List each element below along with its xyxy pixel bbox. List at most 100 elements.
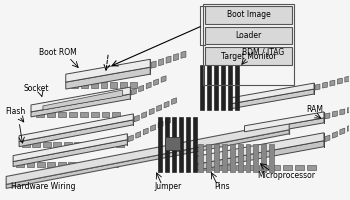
Polygon shape	[295, 165, 304, 170]
Polygon shape	[345, 76, 350, 82]
Polygon shape	[143, 128, 148, 135]
Polygon shape	[120, 82, 127, 88]
Polygon shape	[13, 134, 127, 162]
Text: Boot Image: Boot Image	[226, 10, 270, 19]
Polygon shape	[245, 144, 251, 171]
Polygon shape	[74, 142, 82, 147]
Polygon shape	[238, 144, 243, 171]
Polygon shape	[181, 51, 186, 58]
Polygon shape	[13, 140, 127, 167]
Text: BDM / JTAG: BDM / JTAG	[241, 48, 284, 57]
Polygon shape	[112, 112, 120, 117]
Polygon shape	[325, 113, 330, 119]
Polygon shape	[195, 133, 324, 165]
Polygon shape	[95, 142, 103, 147]
Polygon shape	[158, 121, 163, 128]
Polygon shape	[80, 82, 88, 88]
Polygon shape	[151, 61, 156, 68]
Polygon shape	[228, 65, 232, 110]
Polygon shape	[66, 67, 150, 89]
Polygon shape	[230, 89, 314, 109]
Polygon shape	[315, 84, 320, 90]
Polygon shape	[89, 162, 97, 167]
Polygon shape	[149, 108, 154, 115]
Polygon shape	[214, 144, 219, 171]
FancyBboxPatch shape	[205, 47, 292, 65]
Polygon shape	[150, 125, 156, 131]
Polygon shape	[69, 112, 77, 117]
Polygon shape	[234, 65, 239, 110]
Polygon shape	[165, 137, 180, 150]
Text: Hardware Wiring: Hardware Wiring	[10, 182, 75, 191]
Polygon shape	[100, 82, 107, 88]
Polygon shape	[166, 56, 171, 63]
Polygon shape	[91, 112, 99, 117]
Polygon shape	[58, 162, 66, 167]
Polygon shape	[6, 122, 289, 184]
Polygon shape	[179, 117, 183, 171]
Polygon shape	[91, 82, 98, 88]
Polygon shape	[222, 144, 227, 171]
Polygon shape	[193, 117, 197, 171]
Polygon shape	[43, 142, 51, 147]
Polygon shape	[158, 117, 162, 171]
Polygon shape	[71, 82, 78, 88]
Polygon shape	[79, 162, 86, 167]
Polygon shape	[31, 87, 130, 112]
Polygon shape	[172, 117, 176, 171]
Polygon shape	[80, 112, 88, 117]
Polygon shape	[212, 165, 221, 170]
Polygon shape	[307, 165, 316, 170]
Polygon shape	[37, 162, 45, 167]
Polygon shape	[22, 142, 30, 147]
Polygon shape	[221, 65, 225, 110]
Polygon shape	[142, 112, 147, 118]
Polygon shape	[47, 112, 55, 117]
Polygon shape	[165, 117, 169, 171]
Polygon shape	[130, 82, 137, 88]
FancyBboxPatch shape	[205, 27, 292, 44]
Polygon shape	[207, 65, 211, 110]
Polygon shape	[157, 105, 162, 111]
Polygon shape	[253, 144, 258, 171]
Polygon shape	[166, 118, 170, 124]
Polygon shape	[146, 82, 151, 89]
Polygon shape	[322, 82, 328, 88]
Polygon shape	[128, 135, 133, 142]
Text: Flash: Flash	[5, 107, 26, 116]
Polygon shape	[99, 162, 107, 167]
Text: Microprocessor: Microprocessor	[257, 171, 315, 180]
Polygon shape	[105, 142, 113, 147]
Polygon shape	[19, 120, 133, 147]
Polygon shape	[19, 114, 133, 142]
Text: Socket: Socket	[23, 84, 49, 93]
Polygon shape	[236, 165, 245, 170]
Polygon shape	[47, 162, 55, 167]
Polygon shape	[36, 112, 44, 117]
Polygon shape	[102, 112, 110, 117]
Polygon shape	[247, 165, 257, 170]
Polygon shape	[139, 85, 144, 92]
Polygon shape	[110, 162, 118, 167]
Polygon shape	[6, 130, 289, 188]
Polygon shape	[186, 117, 190, 171]
Polygon shape	[159, 59, 163, 66]
Polygon shape	[66, 59, 150, 82]
Polygon shape	[53, 142, 61, 147]
Polygon shape	[230, 83, 314, 104]
Text: Target Monitor: Target Monitor	[220, 52, 276, 61]
Polygon shape	[337, 78, 342, 84]
Polygon shape	[43, 90, 122, 110]
Polygon shape	[330, 80, 335, 86]
Polygon shape	[340, 109, 345, 115]
Polygon shape	[172, 98, 176, 104]
Polygon shape	[68, 162, 76, 167]
Polygon shape	[261, 144, 266, 171]
Polygon shape	[16, 162, 24, 167]
Polygon shape	[195, 141, 324, 171]
Polygon shape	[116, 142, 124, 147]
Polygon shape	[200, 65, 204, 110]
Polygon shape	[58, 112, 66, 117]
Polygon shape	[111, 82, 117, 88]
Polygon shape	[270, 144, 274, 171]
